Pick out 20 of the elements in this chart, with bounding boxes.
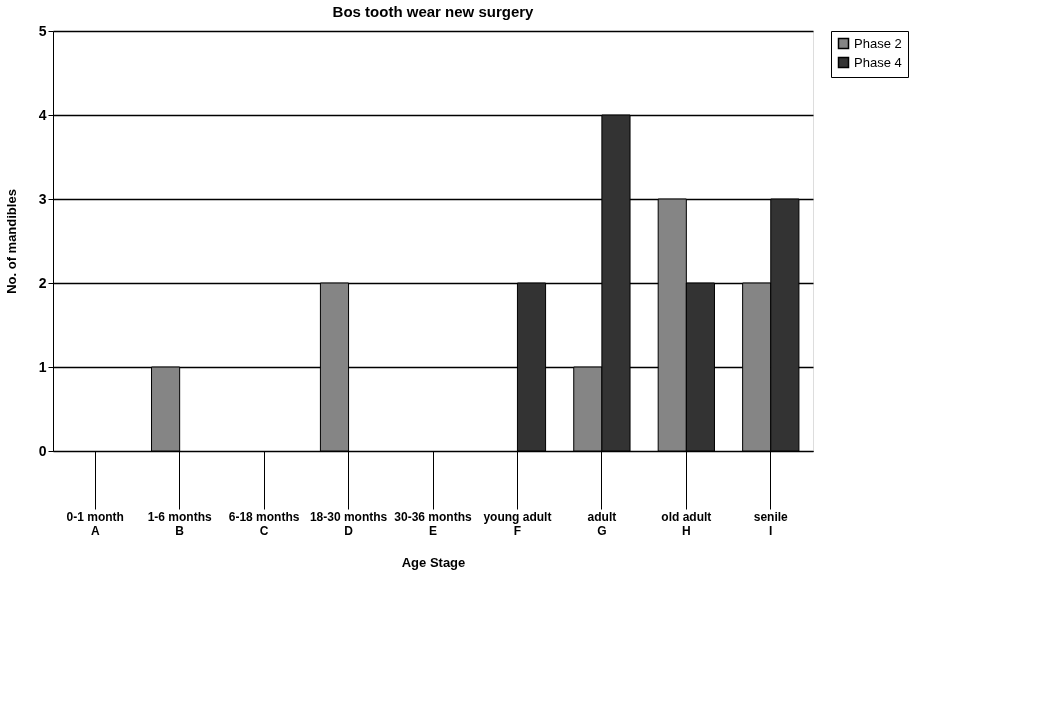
y-tick-label: 2 bbox=[38, 274, 47, 291]
x-tick-label: adult G bbox=[587, 509, 617, 538]
y-tick-label: 4 bbox=[38, 106, 47, 123]
x-tick-label: 1-6 months B bbox=[147, 509, 212, 538]
legend-label: Phase 4 bbox=[854, 54, 902, 70]
y-tick-label: 0 bbox=[38, 442, 47, 459]
y-tick-label: 5 bbox=[38, 22, 47, 39]
x-tick-label: old adult H bbox=[661, 509, 712, 538]
x-tick-label: senile I bbox=[753, 509, 789, 538]
x-tick-label: 0-1 month A bbox=[66, 509, 124, 538]
y-tick-label: 1 bbox=[38, 358, 47, 375]
y-tick-label: 3 bbox=[38, 190, 47, 207]
x-tick-label: 18-30 months D bbox=[309, 509, 388, 538]
x-tick-label: 30-36 months E bbox=[394, 509, 472, 538]
x-axis-title: Age Stage bbox=[401, 554, 466, 570]
legend-label: Phase 2 bbox=[854, 35, 902, 51]
chart-title: Bos tooth wear new surgery bbox=[332, 3, 535, 20]
y-axis-title: No. of mandibles bbox=[3, 189, 19, 294]
x-tick-label: young adult F bbox=[483, 509, 552, 538]
x-tick-label: 6-18 months C bbox=[228, 509, 300, 538]
